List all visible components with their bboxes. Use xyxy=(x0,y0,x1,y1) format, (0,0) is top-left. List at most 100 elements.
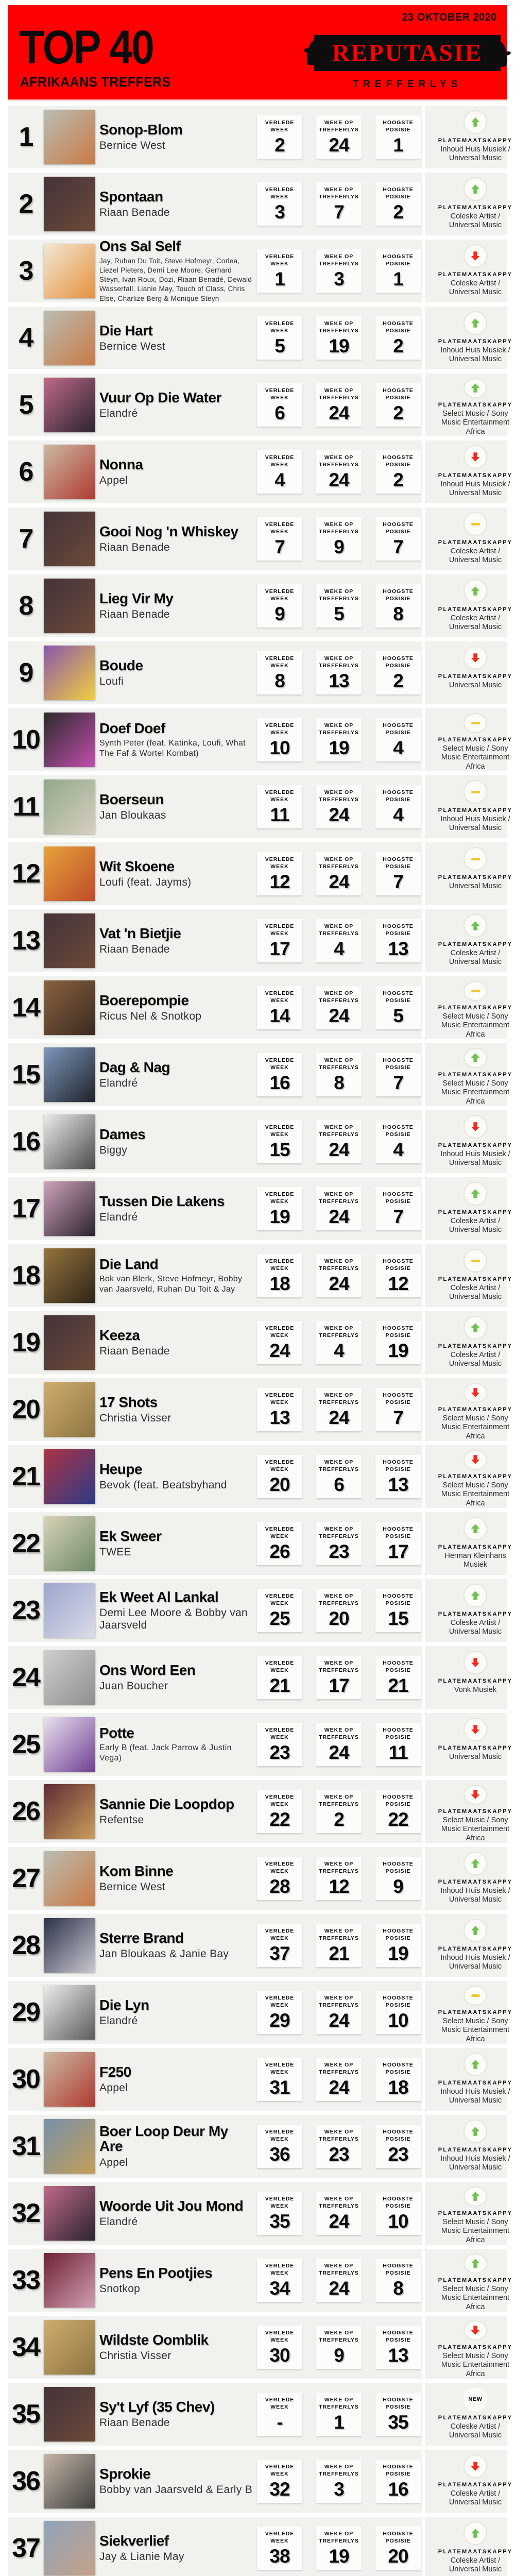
chart-entry: 36 Sprokie Bobby van Jaarsveld & Early B… xyxy=(8,2450,511,2513)
stat-value-weeks: 12 xyxy=(329,1876,349,1897)
stat-label-last-week: VERLEDE WEEK xyxy=(265,1794,295,1808)
song-title: Keeza xyxy=(99,1327,140,1343)
stat-value-weeks: 24 xyxy=(329,469,349,491)
column-divider xyxy=(422,1981,425,2044)
stat-value-peak: 2 xyxy=(393,670,404,692)
movement-up-icon xyxy=(464,2521,487,2545)
stat-weeks-on-chart: WEKE OP TREFFERLYS 5 xyxy=(316,584,362,628)
rank-number: 5 xyxy=(19,390,34,420)
label-column: PLATEMAATSKAPPY Universal Music xyxy=(435,842,515,905)
label-column: PLATEMAATSKAPPY Coleske Artist / Univers… xyxy=(435,1244,515,1307)
record-label-heading: PLATEMAATSKAPPY xyxy=(438,1209,513,1215)
column-divider xyxy=(422,909,425,972)
stat-value-weeks: 24 xyxy=(329,2278,349,2299)
record-label-heading: PLATEMAATSKAPPY xyxy=(438,2080,513,2086)
stat-label-weeks: WEKE OP TREFFERLYS xyxy=(319,253,359,267)
movement-down-arrow xyxy=(471,2462,480,2471)
stat-weeks-on-chart: WEKE OP TREFFERLYS 23 xyxy=(316,2125,362,2168)
chart-entry: 1 Sonop-Blom Bernice West VERLEDE WEEK 2… xyxy=(8,106,511,168)
stat-value-weeks: 24 xyxy=(329,1407,349,1429)
artist-name: Riaan Benade xyxy=(99,943,170,956)
stat-peak-position: HOOGSTE POSISIE 7 xyxy=(375,1388,421,1431)
stat-value-last-week: 18 xyxy=(269,1273,290,1295)
brand-tagline: TREFFERLYS xyxy=(352,79,462,90)
stat-peak-position: HOOGSTE POSISIE 2 xyxy=(375,182,421,226)
stat-peak-position: HOOGSTE POSISIE 20 xyxy=(375,2527,421,2570)
stat-label-peak: HOOGSTE POSISIE xyxy=(383,2263,414,2277)
stat-value-peak: 10 xyxy=(388,2211,408,2232)
rank-number: 16 xyxy=(12,1127,41,1157)
stat-label-last-week: VERLEDE WEEK xyxy=(265,1593,295,1607)
stat-last-week: VERLEDE WEEK 23 xyxy=(257,1723,302,1766)
rank-number: 21 xyxy=(12,1462,41,1492)
stat-label-peak: HOOGSTE POSISIE xyxy=(383,1727,414,1741)
stat-label-last-week: VERLEDE WEEK xyxy=(265,990,295,1004)
stat-value-peak: 8 xyxy=(393,603,404,625)
brand-block: REPUTASIE TREFFERLYS xyxy=(303,35,511,90)
stat-label-last-week: VERLEDE WEEK xyxy=(265,387,295,401)
song-title: Die Lyn xyxy=(99,1996,149,2013)
album-art xyxy=(44,512,95,566)
stat-label-last-week: VERLEDE WEEK xyxy=(265,187,295,200)
stat-label-last-week: VERLEDE WEEK xyxy=(265,2397,295,2411)
album-art xyxy=(44,713,95,767)
label-column: NEW PLATEMAATSKAPPY Coleske Artist / Uni… xyxy=(435,2383,515,2446)
stat-value-last-week: 21 xyxy=(269,1675,290,1697)
stat-weeks-on-chart: WEKE OP TREFFERLYS 17 xyxy=(316,1656,362,1699)
rank-number: 19 xyxy=(12,1328,41,1358)
record-label: Inhoud Huis Musiek / Universal Music xyxy=(440,1887,510,1904)
album-art xyxy=(44,2119,95,2174)
stat-value-peak: 10 xyxy=(388,2010,408,2031)
stat-label-peak: HOOGSTE POSISIE xyxy=(383,253,414,267)
stat-value-last-week: 37 xyxy=(269,1943,290,1964)
movement-same-icon xyxy=(464,847,487,871)
header-banner: 23 OKTOBER 2020 TOP 40 AFRIKAANS TREFFER… xyxy=(8,5,511,99)
chart-entry: 34 Wildste Oomblik Christia Visser VERLE… xyxy=(8,2316,511,2379)
stat-label-weeks: WEKE OP TREFFERLYS xyxy=(319,120,359,133)
rank-number: 26 xyxy=(12,1797,41,1826)
record-label-heading: PLATEMAATSKAPPY xyxy=(438,2277,513,2283)
record-label: Inhoud Huis Musiek / Universal Music xyxy=(440,1150,510,1167)
album-art xyxy=(44,244,95,298)
stat-label-peak: HOOGSTE POSISIE xyxy=(383,2531,414,2545)
movement-down-icon xyxy=(464,244,487,268)
movement-down-icon xyxy=(464,1383,487,1403)
artist-name: Refentse xyxy=(99,1814,144,1826)
stat-label-last-week: VERLEDE WEEK xyxy=(265,454,295,468)
stat-label-weeks: WEKE OP TREFFERLYS xyxy=(319,1325,359,1339)
movement-up-arrow xyxy=(471,184,480,194)
stat-peak-position: HOOGSTE POSISIE 15 xyxy=(375,1589,421,1632)
artist-name: TWEE xyxy=(99,1546,131,1558)
song-title: Sy't Lyf (35 Chev) xyxy=(99,2398,215,2415)
song-title: Ons Word Een xyxy=(99,1662,196,1678)
song-info: Boude Loufi xyxy=(99,641,257,704)
movement-up-icon xyxy=(464,1182,487,1206)
album-art xyxy=(44,1583,95,1638)
rank-number: 37 xyxy=(12,2533,41,2563)
artist-name: Appel xyxy=(99,474,128,487)
stat-value-weeks: 23 xyxy=(329,2144,349,2165)
record-label-heading: PLATEMAATSKAPPY xyxy=(438,1473,513,1480)
movement-down-icon xyxy=(464,1651,487,1674)
stat-last-week: VERLEDE WEEK 21 xyxy=(257,1656,302,1699)
stat-label-weeks: WEKE OP TREFFERLYS xyxy=(319,2330,359,2344)
column-divider xyxy=(422,1780,425,1843)
album-art xyxy=(44,1449,95,1504)
artist-name: Elandré xyxy=(99,2015,138,2027)
chart-entry: 30 F250 Appel VERLEDE WEEK 31 WEKE OP TR… xyxy=(8,2048,511,2111)
song-title: Lieg Vir My xyxy=(99,590,174,606)
chart-entry: 8 Lieg Vir My Riaan Benade VERLEDE WEEK … xyxy=(8,574,511,637)
song-info: Tussen Die Lakens Elandré xyxy=(99,1177,257,1240)
song-info: Wildste Oomblik Christia Visser xyxy=(99,2316,257,2379)
record-label-heading: PLATEMAATSKAPPY xyxy=(438,2147,513,2153)
stat-label-last-week: VERLEDE WEEK xyxy=(265,1325,295,1339)
same-position-dash xyxy=(471,522,480,526)
movement-up-icon xyxy=(464,2120,487,2143)
label-column: PLATEMAATSKAPPY Inhoud Huis Musiek / Uni… xyxy=(435,440,515,503)
movement-down-icon xyxy=(464,445,487,469)
label-column: PLATEMAATSKAPPY Inhoud Huis Musiek / Uni… xyxy=(435,2115,515,2178)
movement-down-arrow xyxy=(471,653,480,663)
stat-value-weeks: 21 xyxy=(329,1943,349,1964)
record-label: Inhoud Huis Musiek / Universal Music xyxy=(440,145,510,163)
rank-number: 20 xyxy=(12,1395,41,1425)
